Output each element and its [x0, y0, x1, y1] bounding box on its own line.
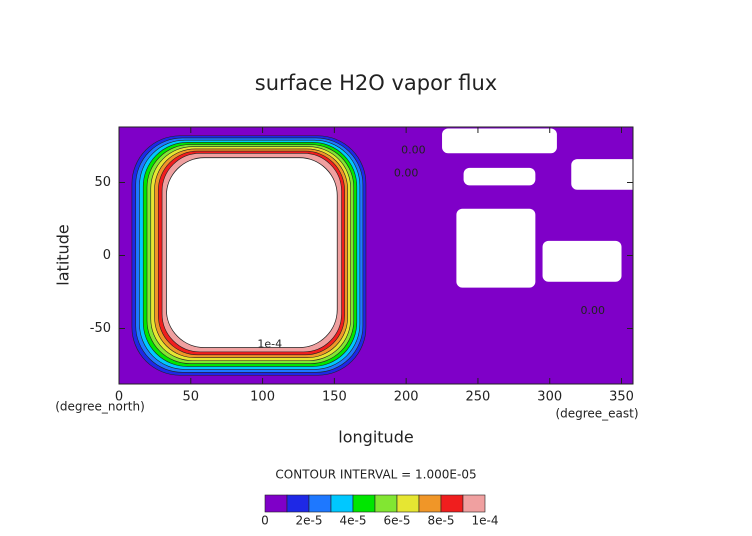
y-axis-label: latitude — [54, 224, 73, 285]
x-unit: (degree_east) — [555, 407, 638, 421]
colorbar-box — [462, 494, 486, 513]
contour-label: 0.00 — [394, 167, 419, 180]
colorbar-box — [440, 494, 464, 513]
no-data — [442, 128, 557, 154]
x-tick-label: 150 — [322, 390, 347, 405]
contour-label: 1e-4 — [257, 338, 282, 351]
no-data — [542, 240, 622, 282]
chart-title: surface H2O vapor flux — [255, 71, 497, 95]
colorbar-box — [286, 494, 310, 513]
colorbar-label: 0 — [261, 514, 269, 528]
no-data — [743, 218, 752, 244]
x-tick-label: 250 — [466, 390, 491, 405]
colorbar-label: 2e-5 — [296, 514, 323, 528]
contour-interval: CONTOUR INTERVAL = 1.000E-05 — [275, 468, 476, 482]
x-tick-label: 300 — [537, 390, 562, 405]
x-tick-label: 200 — [394, 390, 419, 405]
contour-label: 0.00 — [401, 143, 426, 156]
colorbar-box — [418, 494, 442, 513]
no-data — [571, 159, 658, 190]
x-tick-label: 100 — [250, 390, 275, 405]
colorbar-box — [396, 494, 420, 513]
contour-center — [165, 157, 338, 348]
x-tick-label: 50 — [183, 390, 200, 405]
y-tick-label: 50 — [94, 175, 111, 190]
colorbar-box — [352, 494, 376, 513]
colorbar-label: 4e-5 — [340, 514, 367, 528]
x-axis-label: longitude — [338, 428, 413, 447]
x-tick-label: 0 — [115, 390, 123, 405]
no-data — [463, 167, 536, 186]
colorbar-label: 8e-5 — [428, 514, 455, 528]
contour-label: 0.00 — [581, 304, 606, 317]
y-unit: (degree_north) — [55, 400, 145, 414]
no-data — [635, 308, 752, 358]
colorbar-label: 6e-5 — [384, 514, 411, 528]
no-data — [456, 208, 536, 288]
y-tick-label: -50 — [90, 321, 111, 336]
y-tick-label: 0 — [103, 248, 111, 263]
colorbar-box — [308, 494, 332, 513]
x-tick-label: 350 — [609, 390, 634, 405]
colorbar-box — [374, 494, 398, 513]
colorbar-label: 1e-4 — [472, 514, 499, 528]
no-data — [657, 229, 708, 244]
colorbar-box — [264, 494, 288, 513]
colorbar-box — [330, 494, 354, 513]
